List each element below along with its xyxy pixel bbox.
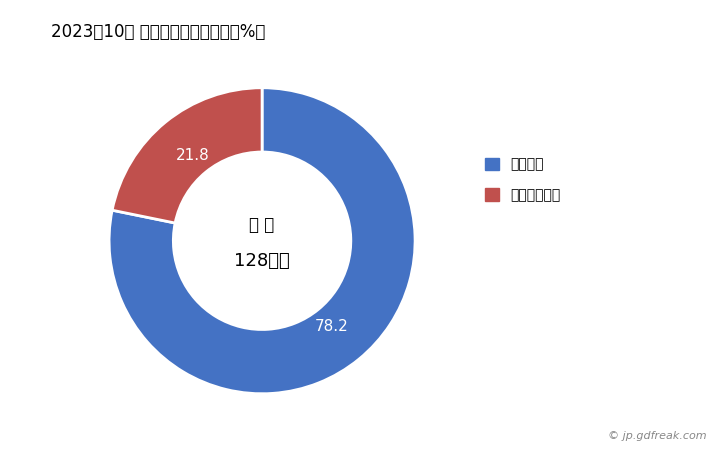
Text: 総 額: 総 額 bbox=[250, 216, 274, 234]
Text: 78.2: 78.2 bbox=[315, 319, 349, 333]
Text: 128万円: 128万円 bbox=[234, 252, 290, 270]
Text: 2023年10月 輸出相手国のシェア（%）: 2023年10月 輸出相手国のシェア（%） bbox=[51, 22, 265, 40]
Wedge shape bbox=[112, 88, 262, 223]
Wedge shape bbox=[109, 88, 415, 394]
Text: 21.8: 21.8 bbox=[175, 148, 209, 163]
Legend: イタリア, シンガポール: イタリア, シンガポール bbox=[480, 152, 566, 208]
Text: © jp.gdfreak.com: © jp.gdfreak.com bbox=[608, 431, 706, 441]
